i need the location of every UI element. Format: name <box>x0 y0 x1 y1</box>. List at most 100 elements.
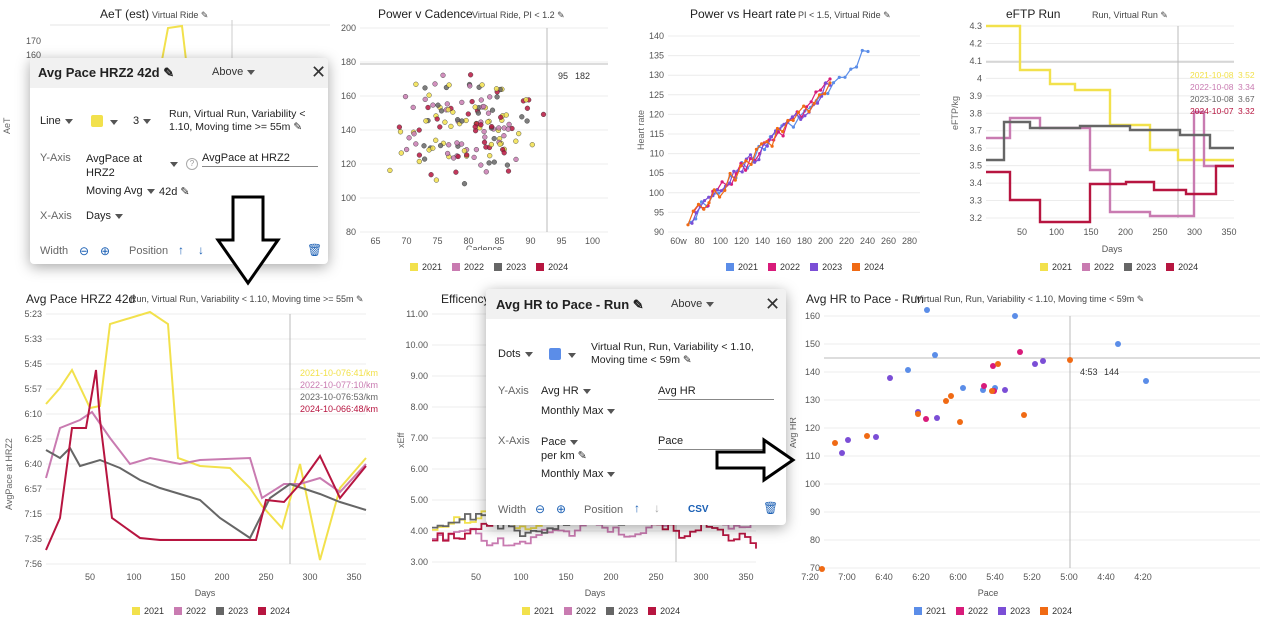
color-dropdown-caret[interactable] <box>568 353 576 358</box>
series-color-swatch[interactable] <box>91 115 103 127</box>
legend-2024[interactable]: 2024 <box>648 606 680 616</box>
legend-2021[interactable]: 2021 <box>1040 262 1072 272</box>
pvh-subtitle[interactable]: PI < 1.5, Virtual Ride ✎ <box>798 10 891 20</box>
help-icon[interactable]: ? <box>186 158 198 170</box>
popup-title[interactable]: Avg HR to Pace - Run ✎ <box>496 297 644 312</box>
hrp-point <box>845 437 851 443</box>
hrp-subtitle[interactable]: Virtual Run, Run, Variability < 1.10, Mo… <box>916 294 1145 304</box>
legend-2024[interactable]: 2024 <box>1040 606 1072 616</box>
legend-2023[interactable]: 2023 <box>494 262 526 272</box>
pvc-point <box>489 107 496 113</box>
csv-export-button[interactable]: CSV <box>232 245 253 256</box>
pvc-point <box>486 160 492 166</box>
pvh-point <box>770 144 774 148</box>
color-dropdown-caret[interactable] <box>110 120 118 125</box>
legend-2021[interactable]: 2021 <box>914 606 946 616</box>
yaxis-field-select[interactable]: AvgPace at HRZ2 <box>86 153 143 179</box>
eff-legend: 2021 2022 2023 2024 <box>522 606 680 616</box>
xaxis-name-input[interactable]: Pace <box>658 435 774 450</box>
legend-2021[interactable]: 2021 <box>410 262 442 272</box>
legend-2023[interactable]: 2023 <box>1124 262 1156 272</box>
width-decrease-button[interactable]: ⊖ <box>79 244 90 258</box>
pvc-point <box>488 141 495 148</box>
yaxis-name-input[interactable]: Avg HR <box>658 385 774 400</box>
eftp-ytick: 4.3 <box>969 21 982 31</box>
move-up-button[interactable]: ↑ <box>178 243 184 257</box>
close-icon[interactable]: ✕ <box>765 294 781 314</box>
legend-2022[interactable]: 2022 <box>768 262 800 272</box>
pvc-point <box>529 142 535 148</box>
legend-2023[interactable]: 2023 <box>810 262 842 272</box>
pace-xtick: 250 <box>258 572 273 582</box>
yaxis-field-select[interactable]: Avg HR <box>541 385 591 397</box>
filter-text[interactable]: Virtual Run, Run, Variability < 1.10, Mo… <box>591 341 754 366</box>
line-width-select[interactable]: 3 <box>133 115 152 127</box>
moving-avg-select[interactable]: Moving Avg <box>86 185 155 197</box>
legend-2022[interactable]: 2022 <box>1082 262 1114 272</box>
legend-2021[interactable]: 2021 <box>726 262 758 272</box>
yaxis-aggregation-select[interactable]: Monthly Max <box>541 405 616 417</box>
close-icon[interactable]: ✕ <box>311 62 327 82</box>
pvh-series-line <box>691 81 831 224</box>
series-color-swatch[interactable] <box>549 348 561 360</box>
pvc-point <box>516 131 522 137</box>
width-decrease-button[interactable]: ⊖ <box>535 502 546 516</box>
xaxis-field-select[interactable]: Pace per km ✎ <box>541 436 587 462</box>
eff-ytick: 8.00 <box>410 402 428 412</box>
legend-2022[interactable]: 2022 <box>452 262 484 272</box>
aet-chart-title: AeT (est) <box>100 7 150 21</box>
pace-tooltip-value: 7:10/km <box>346 380 378 390</box>
yaxis-field-caret[interactable] <box>170 162 178 167</box>
csv-export-button[interactable]: CSV <box>688 504 709 515</box>
move-down-button[interactable]: ↓ <box>654 501 660 515</box>
eftp-ytick: 3.3 <box>969 196 982 206</box>
legend-2021[interactable]: 2021 <box>522 606 554 616</box>
legend-2024[interactable]: 2024 <box>1166 262 1198 272</box>
pvc-point <box>494 94 500 100</box>
legend-2024[interactable]: 2024 <box>852 262 884 272</box>
pvc-point <box>410 104 416 111</box>
legend-2024[interactable]: 2024 <box>536 262 568 272</box>
eff-ytick: 5.00 <box>410 495 428 505</box>
xaxis-aggregation-select[interactable]: Monthly Max <box>541 468 616 480</box>
width-increase-button[interactable]: ⊕ <box>556 502 567 516</box>
chart-type-select[interactable]: Dots <box>498 348 533 360</box>
yaxis-name-input[interactable]: AvgPace at HRZ2 <box>202 152 318 167</box>
popup-title[interactable]: Avg Pace HRZ2 42d ✎ <box>38 65 175 80</box>
position-select[interactable]: Above <box>671 298 715 310</box>
eftp-series-2021 <box>986 24 1234 162</box>
moving-avg-value[interactable]: 42d ✎ <box>159 186 190 198</box>
legend-2022[interactable]: 2022 <box>174 606 206 616</box>
legend-2022[interactable]: 2022 <box>564 606 596 616</box>
position-select[interactable]: Above <box>212 66 256 78</box>
legend-2023[interactable]: 2023 <box>606 606 638 616</box>
pvc-point <box>450 155 457 161</box>
pace-subtitle[interactable]: Run, Virtual Run, Variability < 1.10, Mo… <box>130 294 364 304</box>
aet-chart-subtitle[interactable]: Virtual Ride ✎ <box>152 10 209 20</box>
pvh-point <box>781 134 785 138</box>
legend-2022[interactable]: 2022 <box>956 606 988 616</box>
xaxis-field-select[interactable]: Days <box>86 210 124 222</box>
eftp-ytick: 3.5 <box>969 161 982 171</box>
legend-2023[interactable]: 2023 <box>998 606 1030 616</box>
eftp-subtitle[interactable]: Run, Virtual Run ✎ <box>1092 10 1168 20</box>
pvc-xtick: 75 <box>432 236 442 246</box>
legend-2023[interactable]: 2023 <box>216 606 248 616</box>
pace-xtick: 50 <box>85 572 95 582</box>
move-up-button[interactable]: ↑ <box>634 501 640 515</box>
pace-ytick: 7:15 <box>24 509 42 519</box>
xaxis-label: X-Axis <box>498 435 530 447</box>
pvc-subtitle[interactable]: Virtual Ride, PI < 1.2 ✎ <box>472 10 565 20</box>
pvh-point <box>812 101 816 105</box>
hrp-point <box>1021 412 1027 418</box>
pvc-point <box>411 131 417 137</box>
chart-type-select[interactable]: Line <box>40 115 73 127</box>
legend-2024[interactable]: 2024 <box>258 606 290 616</box>
filter-text[interactable]: Run, Virtual Run, Variability < 1.10, Mo… <box>169 108 306 133</box>
delete-trash-icon[interactable]: 🗑 <box>763 501 779 515</box>
width-increase-button[interactable]: ⊕ <box>100 244 111 258</box>
legend-2021[interactable]: 2021 <box>132 606 164 616</box>
pvc-point <box>422 96 428 103</box>
delete-trash-icon[interactable]: 🗑 <box>307 243 323 257</box>
move-down-button[interactable]: ↓ <box>198 243 204 257</box>
